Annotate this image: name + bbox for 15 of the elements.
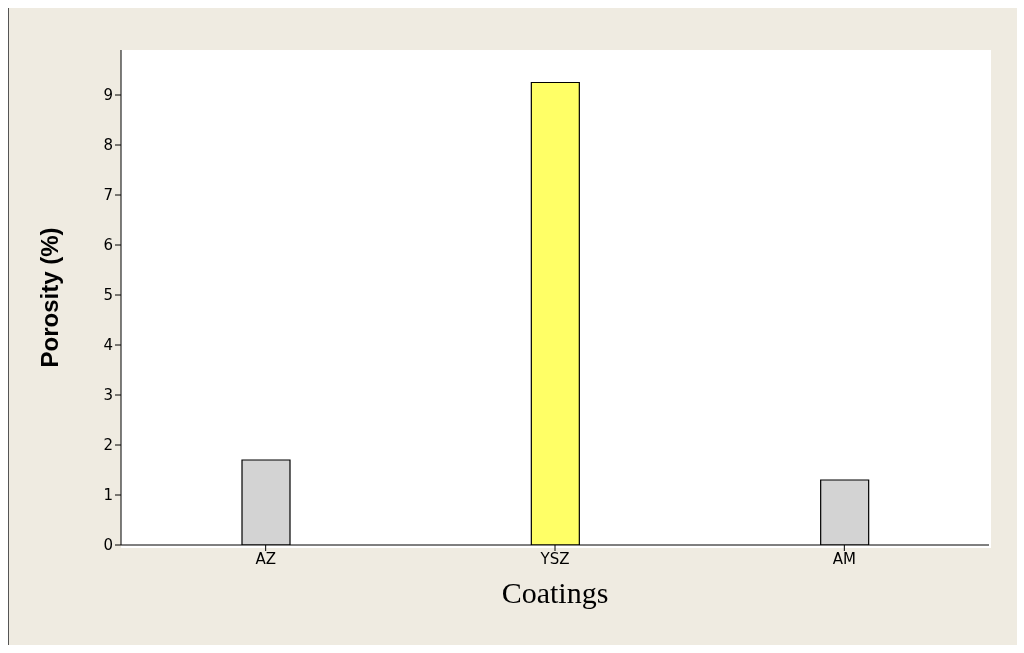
y-tick-label: 6 [103,236,113,255]
x-tick-label: AZ [255,549,276,568]
y-tick-label: 3 [103,386,113,405]
x-axis-title: Coatings [501,576,609,609]
y-tick-label: 4 [103,336,113,355]
y-tick-label: 5 [103,286,113,305]
x-tick-label: AM [832,549,856,568]
y-tick-label: 7 [103,186,113,205]
y-tick-label: 9 [103,86,113,105]
y-axis-title: Porosity (%) [35,227,63,368]
y-tick-label: 1 [103,486,113,505]
y-tick-label: 8 [103,136,113,155]
y-tick-label: 2 [103,436,113,455]
x-tick-label: YSZ [539,549,570,568]
y-tick-label: 0 [103,536,113,555]
